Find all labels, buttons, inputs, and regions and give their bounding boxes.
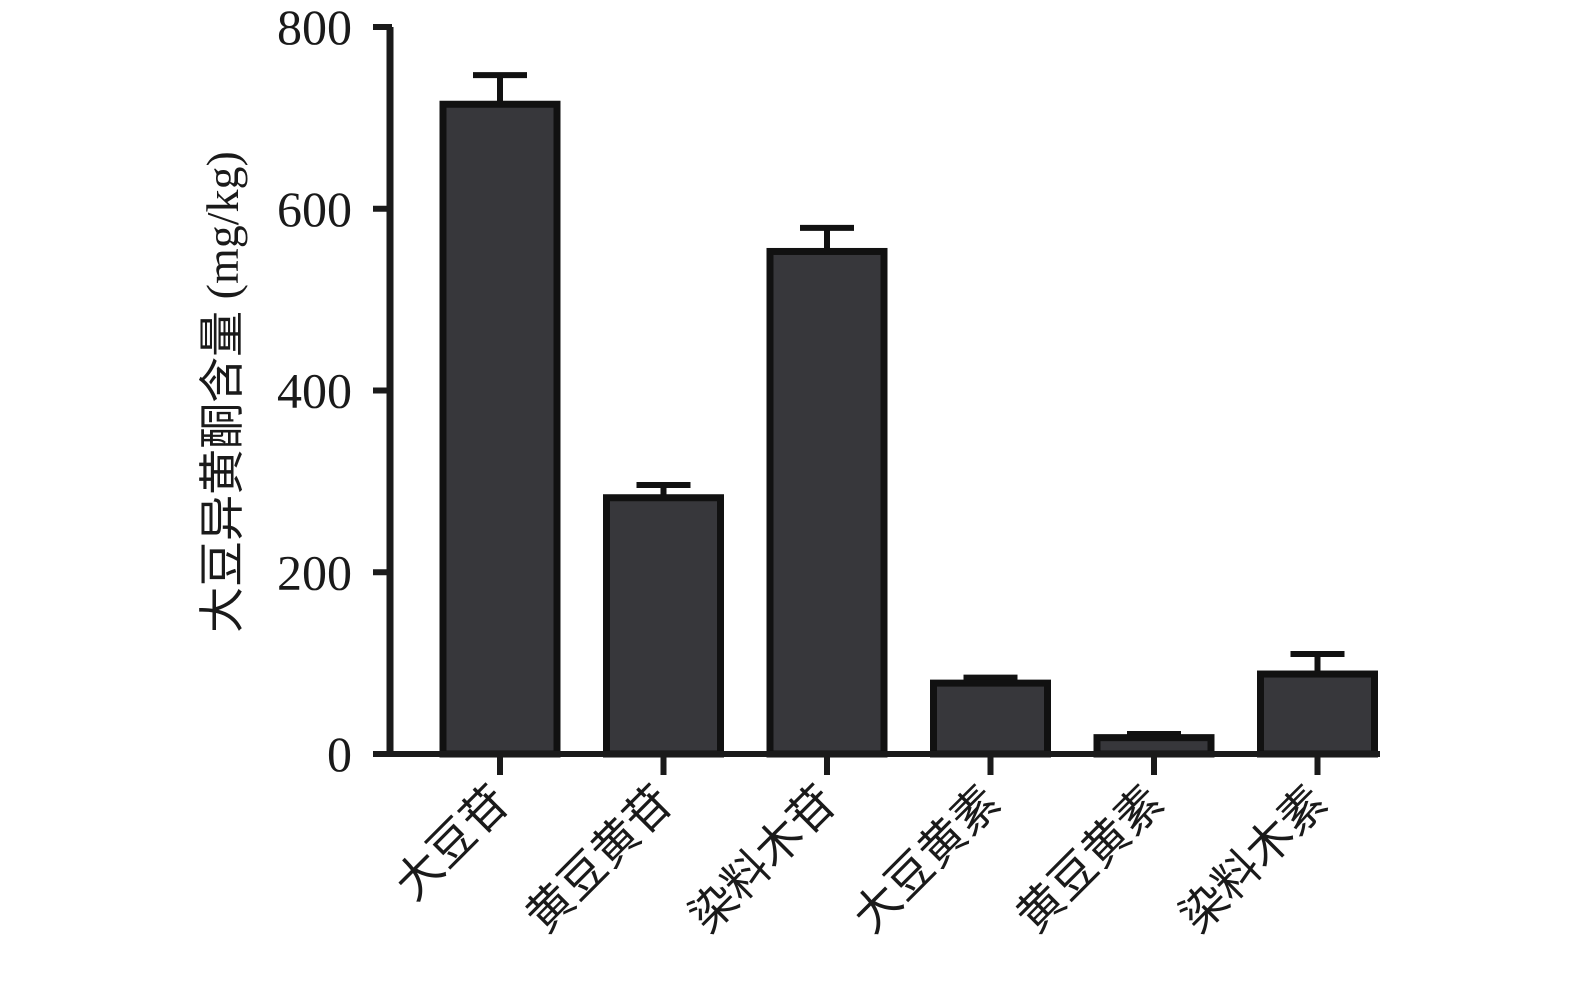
- x-tick-label: 大豆黄素: [843, 776, 1009, 942]
- bar: [766, 247, 888, 758]
- x-tick-label: 染料木苷: [680, 776, 846, 942]
- x-tick-label: 染料木素: [1170, 776, 1336, 942]
- y-tick-label: 0: [327, 726, 352, 782]
- y-axis-title: 大豆异黄酮含量 (mg/kg): [197, 151, 248, 633]
- bar: [603, 494, 724, 758]
- x-tick-label: 大豆苷: [385, 776, 519, 910]
- x-tick-label: 黄豆黄苷: [516, 776, 682, 942]
- bars-layer: [439, 72, 1378, 758]
- bar: [930, 679, 1051, 758]
- y-tick-label: 200: [277, 544, 352, 600]
- y-tick-label: 400: [277, 363, 352, 419]
- y-ticks-layer: 0 200 400 600 800: [277, 0, 392, 782]
- y-tick-label: 600: [277, 181, 352, 237]
- x-tick-label: 黄豆黄素: [1007, 776, 1173, 942]
- y-tick-label: 800: [277, 0, 352, 55]
- bar: [439, 100, 561, 758]
- bar: [1257, 670, 1378, 758]
